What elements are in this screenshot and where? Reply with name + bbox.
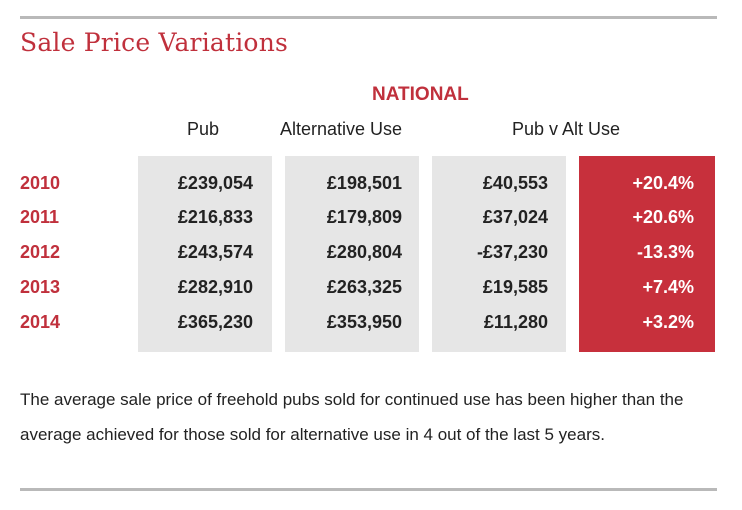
- column-header-pub-v-alt-use: Pub v Alt Use: [512, 119, 621, 139]
- row-year-2011: 2011: [20, 207, 60, 227]
- region-heading: NATIONAL: [372, 84, 469, 105]
- row-year-2013: 2013: [20, 277, 61, 297]
- page-title: Sale Price Variations: [20, 28, 289, 57]
- cell-diff-2013: £19,585: [482, 277, 548, 297]
- top-divider: [20, 16, 717, 19]
- cell-pub-2010: £239,054: [177, 173, 253, 193]
- cell-alt-2014: £353,950: [326, 312, 402, 332]
- cell-pct-2013: +7.4%: [642, 277, 694, 297]
- diff-column-background: [432, 156, 566, 352]
- cell-alt-2013: £263,325: [326, 277, 402, 297]
- summary-note: The average sale price of freehold pubs …: [20, 390, 684, 444]
- bottom-divider: [20, 488, 717, 491]
- cell-pct-2014: +3.2%: [642, 312, 694, 332]
- row-year-2010: 2010: [20, 173, 61, 193]
- cell-alt-2012: £280,804: [326, 242, 402, 262]
- cell-alt-2010: £198,501: [326, 173, 402, 193]
- cell-diff-2011: £37,024: [482, 207, 548, 227]
- cell-pub-2013: £282,910: [177, 277, 253, 297]
- cell-diff-2012: -£37,230: [476, 242, 548, 262]
- cell-diff-2010: £40,553: [482, 173, 548, 193]
- cell-pub-2011: £216,833: [177, 207, 253, 227]
- cell-diff-2014: £11,280: [483, 312, 548, 332]
- pct-column-background: [579, 156, 715, 352]
- cell-pct-2012: -13.3%: [636, 242, 694, 262]
- row-year-2012: 2012: [20, 242, 61, 262]
- column-header-pub: Pub: [187, 119, 220, 139]
- cell-alt-2011: £179,809: [326, 207, 402, 227]
- cell-pct-2011: +20.6%: [632, 207, 694, 227]
- column-header-alternative-use: Alternative Use: [280, 119, 403, 139]
- cell-pub-2012: £243,574: [177, 242, 253, 262]
- alt-column-background: [285, 156, 419, 352]
- row-year-2014: 2014: [20, 312, 61, 332]
- pub-column-background: [138, 156, 272, 352]
- cell-pct-2010: +20.4%: [632, 173, 694, 193]
- cell-pub-2014: £365,230: [177, 312, 253, 332]
